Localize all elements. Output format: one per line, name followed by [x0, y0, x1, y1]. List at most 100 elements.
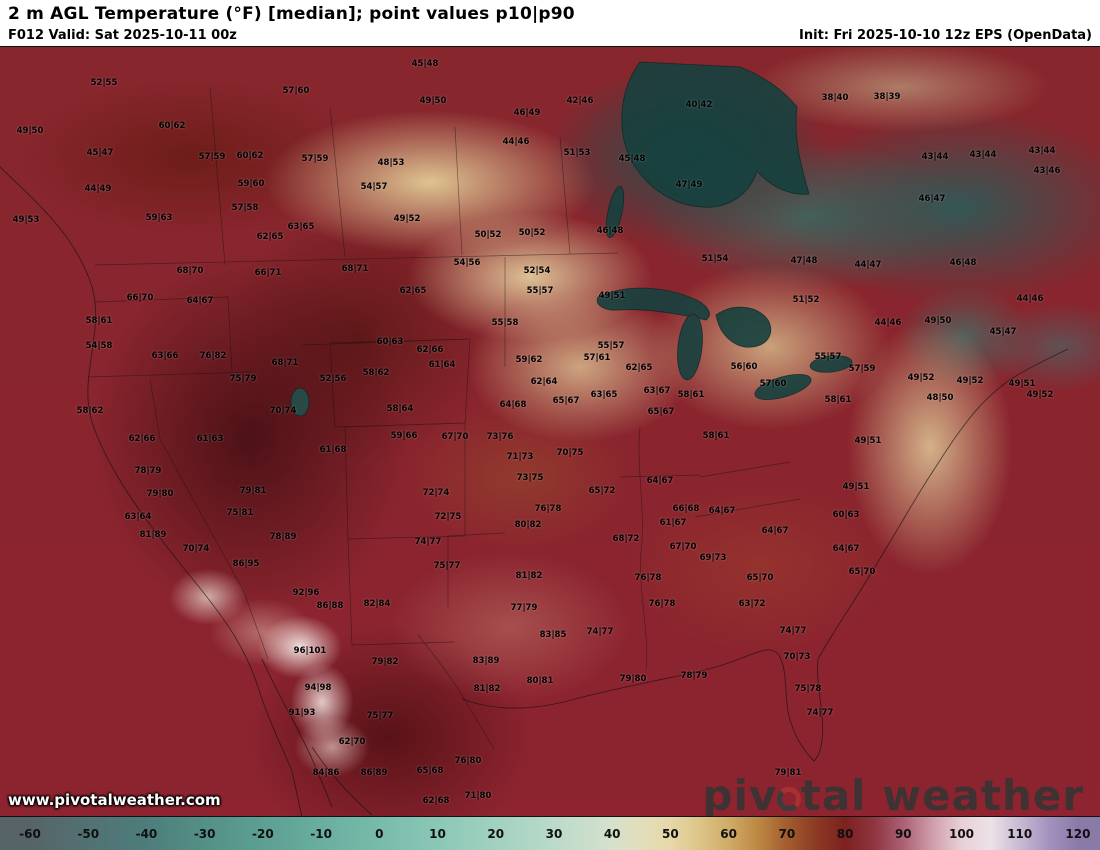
station-value: 49|51	[598, 291, 626, 301]
station-value: 55|57	[597, 341, 625, 351]
valid-time-label: F012 Valid: Sat 2025-10-11 00z	[8, 28, 237, 43]
station-value: 75|81	[226, 508, 254, 518]
station-value: 64|67	[761, 526, 789, 536]
station-value: 54|57	[360, 182, 388, 192]
state-borders-group	[87, 86, 801, 750]
station-value: 45|48	[618, 154, 646, 164]
station-value: 96|101	[293, 646, 327, 656]
station-value: 54|56	[453, 258, 481, 268]
station-value: 60|63	[832, 510, 860, 520]
station-value: 73|75	[516, 473, 544, 483]
station-value: 76|82	[199, 351, 227, 361]
station-value: 74|77	[414, 537, 442, 547]
colorbar-tick-label: 20	[487, 827, 505, 841]
station-value: 84|86	[312, 768, 340, 778]
station-value: 58|61	[702, 431, 730, 441]
station-layer: 52|55 57|60 45|48 49|50 46|49 42|46 40|42 38|40…	[0, 47, 1100, 817]
station-value: 47|48	[790, 256, 818, 266]
colorbar-tick-label: 40	[603, 827, 621, 841]
station-value: 78|89	[269, 532, 297, 542]
station-value: 57|60	[282, 86, 310, 96]
station-value: 55|58	[491, 318, 519, 328]
station-value: 70|74	[269, 406, 297, 416]
station-value: 46|47	[918, 194, 946, 204]
station-value: 58|62	[76, 406, 104, 416]
station-value: 81|82	[473, 684, 501, 694]
station-value: 52|54	[523, 266, 551, 276]
station-value: 45|48	[411, 59, 439, 69]
station-value: 61|67	[659, 518, 687, 528]
station-value: 68|72	[612, 534, 640, 544]
station-value: 57|59	[301, 154, 329, 164]
station-value: 63|64	[124, 512, 152, 522]
station-value: 60|62	[158, 121, 186, 131]
station-value: 44|46	[502, 137, 530, 147]
station-value: 57|58	[231, 203, 259, 213]
station-value: 49|53	[12, 215, 40, 225]
station-value: 81|89	[139, 530, 167, 540]
station-value: 49|52	[1026, 390, 1054, 400]
station-value: 59|66	[390, 431, 418, 441]
station-value: 80|81	[526, 676, 554, 686]
station-value: 57|59	[198, 152, 226, 162]
station-value: 63|65	[287, 222, 315, 232]
station-value: 62|65	[399, 286, 427, 296]
station-value: 58|62	[362, 368, 390, 378]
station-value: 76|78	[534, 504, 562, 514]
colorbar-tick-label: 70	[778, 827, 796, 841]
station-value: 46|49	[513, 108, 541, 118]
station-value: 79|81	[239, 486, 267, 496]
station-value: 81|82	[515, 571, 543, 581]
station-value: 56|60	[730, 362, 758, 372]
map-canvas[interactable]: 52|55 57|60 45|48 49|50 46|49 42|46 40|42 38|40…	[0, 46, 1100, 817]
station-value: 46|48	[596, 226, 624, 236]
station-value: 49|52	[393, 214, 421, 224]
station-value: 62|66	[128, 434, 156, 444]
station-value: 54|58	[85, 341, 113, 351]
colorbar-tick-label: 120	[1065, 827, 1091, 841]
station-value: 91|93	[288, 708, 316, 718]
station-value: 86|95	[232, 559, 260, 569]
station-value: 75|79	[229, 374, 257, 384]
station-value: 57|59	[848, 364, 876, 374]
station-value: 68|71	[271, 358, 299, 368]
station-value: 64|68	[499, 400, 527, 410]
station-value: 62|70	[338, 737, 366, 747]
colorbar-ticks: -60 -50 -40 -30 -20 -10 0 10 20 30 40 50 60 70 80 90 100…	[0, 817, 1100, 850]
station-value: 64|67	[832, 544, 860, 554]
page-title: 2 m AGL Temperature (°F) [median]; point…	[8, 4, 575, 24]
station-value: 49|50	[419, 96, 447, 106]
station-value: 70|73	[783, 652, 811, 662]
colorbar-tick-label: -10	[310, 827, 332, 841]
station-value: 62|66	[416, 345, 444, 355]
station-value: 52|56	[319, 374, 347, 384]
station-value: 83|85	[539, 630, 567, 640]
station-value: 44|47	[854, 260, 882, 270]
station-value: 45|47	[86, 148, 114, 158]
colorbar-tick-label: -30	[193, 827, 216, 841]
station-value: 57|60	[759, 379, 787, 389]
station-value: 49|50	[16, 126, 44, 136]
station-value: 51|52	[792, 295, 820, 305]
colorbar-tick-label: -50	[77, 827, 100, 841]
station-value: 58|61	[677, 390, 705, 400]
station-value: 44|49	[84, 184, 112, 194]
station-value: 76|78	[634, 573, 662, 583]
station-value: 60|63	[376, 337, 404, 347]
station-value: 71|73	[506, 452, 534, 462]
station-value: 46|48	[949, 258, 977, 268]
colorbar-tick-label: 0	[375, 827, 384, 841]
station-value: 61|63	[196, 434, 224, 444]
station-value: 74|77	[779, 626, 807, 636]
station-value: 63|67	[643, 386, 671, 396]
station-value: 70|75	[556, 448, 584, 458]
station-value: 50|52	[518, 228, 546, 238]
station-value: 48|53	[377, 158, 405, 168]
station-value: 40|42	[685, 100, 713, 110]
colorbar-tick-label: -40	[135, 827, 158, 841]
init-time-label: Init: Fri 2025-10-10 12z EPS (OpenData)	[799, 28, 1092, 43]
pivotal-weather-logo: piv tal weather	[702, 775, 1084, 817]
station-value: 45|47	[989, 327, 1017, 337]
station-value: 66|71	[254, 268, 282, 278]
station-value: 43|46	[1033, 166, 1061, 176]
